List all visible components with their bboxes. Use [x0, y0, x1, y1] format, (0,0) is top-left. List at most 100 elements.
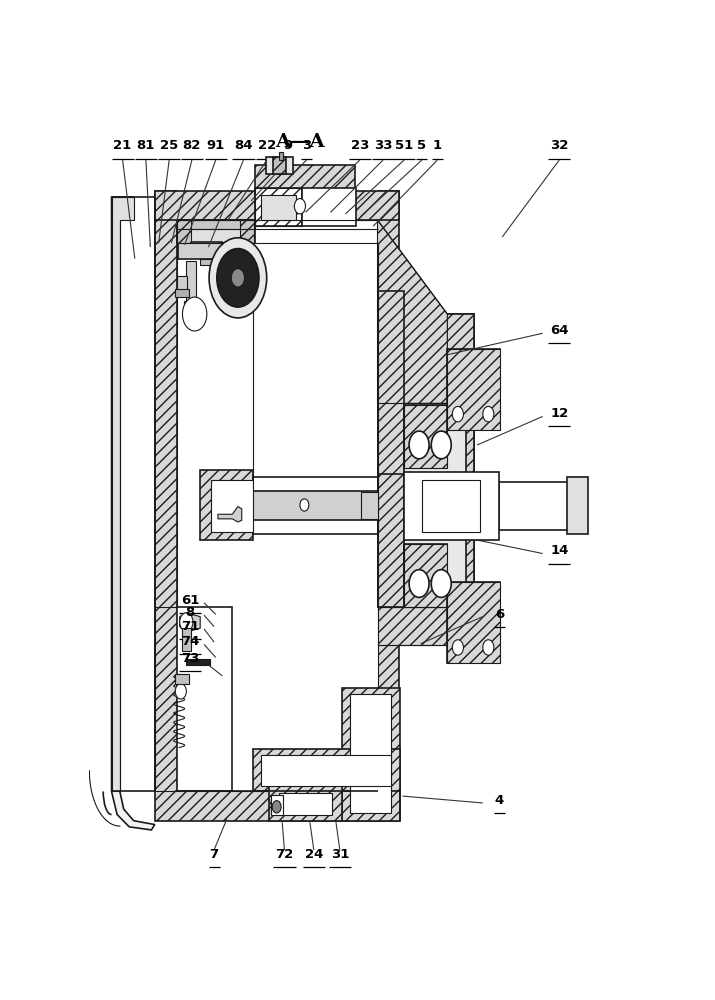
Text: 14: 14 [550, 544, 568, 557]
Circle shape [409, 431, 429, 459]
Bar [302, 188, 356, 226]
Circle shape [483, 640, 494, 655]
Bar [253, 749, 400, 791]
Bar [279, 793, 332, 815]
Text: A—A: A—A [275, 133, 325, 151]
Bar [273, 157, 285, 174]
Circle shape [295, 199, 305, 214]
Bar [404, 544, 448, 607]
Text: 3: 3 [302, 139, 311, 152]
Polygon shape [378, 220, 448, 403]
Polygon shape [112, 197, 134, 791]
Bar [279, 152, 283, 160]
Circle shape [182, 297, 207, 331]
Text: 6: 6 [495, 607, 504, 620]
Circle shape [209, 238, 267, 318]
Circle shape [483, 406, 494, 422]
Bar [404, 472, 499, 540]
Text: 32: 32 [550, 139, 568, 152]
Bar [177, 220, 255, 243]
Text: 8: 8 [186, 606, 195, 619]
Bar [342, 688, 400, 821]
Circle shape [175, 684, 187, 699]
Text: 64: 64 [550, 324, 568, 337]
Bar [253, 477, 378, 534]
Text: 7: 7 [209, 848, 219, 861]
Bar [177, 607, 232, 791]
Text: 9: 9 [283, 139, 292, 152]
Bar [255, 188, 302, 226]
Bar [350, 694, 391, 813]
Bar [270, 786, 342, 821]
Bar [404, 405, 448, 468]
Bar [448, 582, 500, 663]
Text: 33: 33 [374, 139, 393, 152]
Circle shape [231, 269, 245, 287]
Bar [187, 261, 197, 303]
Text: 25: 25 [160, 139, 178, 152]
Text: 1: 1 [433, 139, 442, 152]
Text: 23: 23 [350, 139, 369, 152]
Bar [154, 191, 177, 791]
Bar [177, 220, 378, 791]
Text: 91: 91 [207, 139, 225, 152]
Bar [448, 349, 500, 430]
Bar [448, 582, 500, 663]
Text: 31: 31 [330, 848, 349, 861]
Polygon shape [448, 314, 475, 645]
Bar [253, 491, 378, 520]
Bar [422, 480, 480, 532]
Bar [261, 195, 295, 220]
Circle shape [217, 249, 259, 307]
Polygon shape [378, 607, 448, 645]
Text: 84: 84 [235, 139, 252, 152]
Circle shape [453, 406, 463, 422]
Text: 61: 61 [181, 594, 199, 607]
Circle shape [272, 801, 281, 813]
Text: 73: 73 [181, 652, 199, 665]
Circle shape [431, 431, 451, 459]
Text: 21: 21 [114, 139, 132, 152]
Bar [175, 289, 189, 297]
Circle shape [431, 570, 451, 597]
Polygon shape [112, 197, 154, 830]
Bar [177, 276, 187, 293]
Text: 81: 81 [137, 139, 155, 152]
Circle shape [409, 570, 429, 597]
Bar [255, 165, 355, 197]
Text: 71: 71 [181, 620, 199, 633]
Text: 5: 5 [418, 139, 426, 152]
Bar [271, 795, 283, 815]
Bar [499, 482, 576, 530]
Polygon shape [179, 613, 200, 632]
Text: 74: 74 [181, 635, 199, 648]
Bar [178, 242, 222, 259]
Bar [378, 291, 404, 476]
Bar [404, 405, 448, 468]
Bar [567, 477, 588, 534]
Text: 22: 22 [257, 139, 276, 152]
Polygon shape [218, 507, 242, 522]
Text: 24: 24 [305, 848, 323, 861]
Bar [404, 544, 448, 607]
Bar [261, 755, 391, 786]
Bar [212, 480, 253, 532]
Bar [361, 492, 378, 519]
Text: 72: 72 [275, 848, 294, 861]
Bar [187, 659, 209, 665]
Circle shape [300, 499, 309, 511]
Polygon shape [378, 314, 475, 645]
Bar [154, 791, 398, 821]
Bar [154, 607, 177, 791]
Bar [378, 191, 398, 791]
Bar [255, 188, 302, 226]
Text: 4: 4 [495, 794, 504, 807]
Circle shape [453, 640, 463, 655]
Text: 12: 12 [550, 407, 568, 420]
Text: 51: 51 [395, 139, 413, 152]
Bar [154, 191, 398, 220]
Bar [177, 220, 255, 229]
Bar [448, 349, 500, 430]
Bar [182, 628, 192, 651]
Bar [240, 220, 254, 243]
